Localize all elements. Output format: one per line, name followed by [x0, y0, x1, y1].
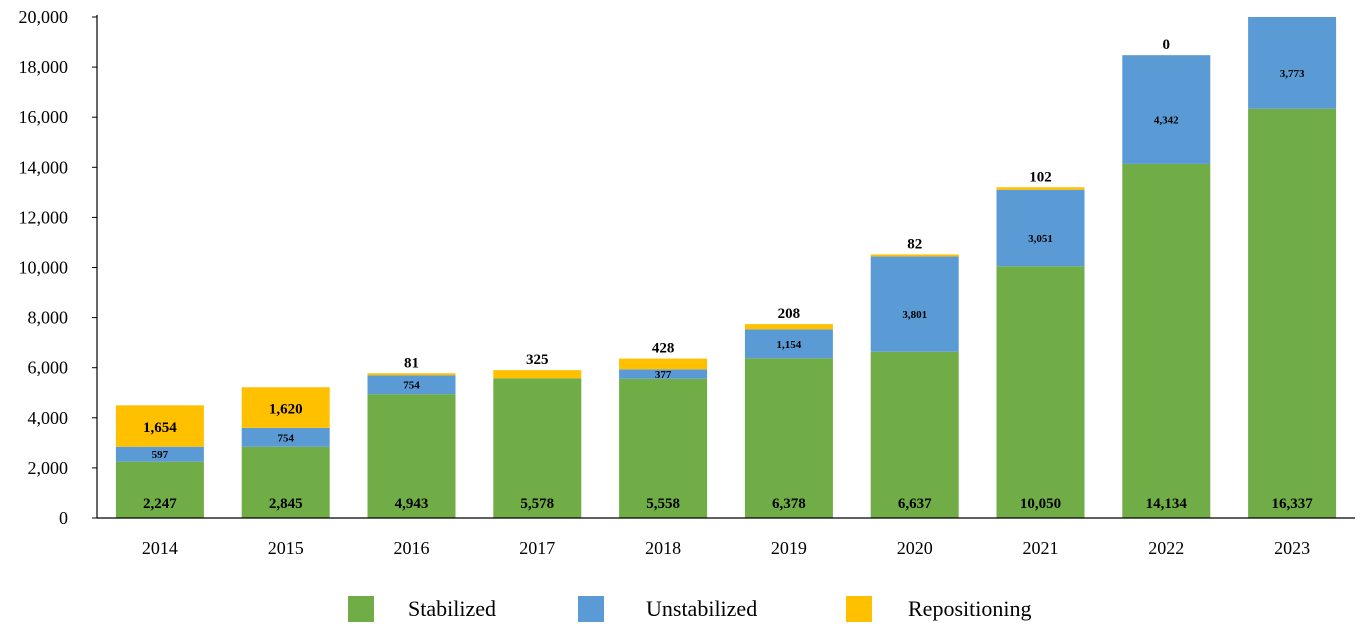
x-tick-label: 2015 — [268, 538, 304, 558]
bar-stabilized-2017 — [493, 378, 582, 518]
data-label-repositioning-2021: 102 — [1029, 169, 1052, 185]
legend-swatch-repositioning — [846, 596, 872, 622]
bar-unstabilized-2020 — [870, 256, 959, 352]
x-tick-label: 2019 — [771, 538, 807, 558]
x-tick-label: 2022 — [1148, 538, 1184, 558]
bar-stabilized-2022 — [1122, 163, 1211, 518]
bar-unstabilized-2018 — [619, 369, 708, 379]
bar-unstabilized-2022 — [1122, 55, 1211, 164]
bar-stabilized-2016 — [367, 394, 456, 518]
y-tick-label: 12,000 — [19, 207, 69, 227]
data-label-repositioning-2014: 1,654 — [143, 420, 177, 436]
axes-layer: 0 2,000 4,000 6,000 8,000 10,000 12,000 14,000 1… — [19, 7, 1355, 558]
bars-layer — [115, 17, 1337, 518]
data-label-stabilized-2017: 5,578 — [520, 496, 554, 512]
data-label-unstabilized-2020: 3,801 — [902, 309, 927, 321]
data-label-stabilized-2020: 6,637 — [898, 496, 932, 512]
x-tick-label: 2016 — [394, 538, 430, 558]
bar-unstabilized-2015 — [241, 427, 330, 447]
bar-stabilized-2014 — [115, 461, 204, 518]
legend-item-repositioning: Repositioning — [846, 596, 1031, 622]
x-tick-label: 2018 — [645, 538, 681, 558]
bar-labels-layer: 2,247 597 1,654 2,845 754 1,620 4,943 754 81 5,57… — [143, 37, 1313, 512]
data-label-unstabilized-2023: 3,773 — [1280, 68, 1305, 80]
bar-unstabilized-2016 — [367, 375, 456, 395]
data-label-stabilized-2015: 2,845 — [269, 496, 303, 512]
data-label-unstabilized-2021: 3,051 — [1028, 233, 1053, 245]
bar-repositioning-2021 — [996, 187, 1085, 190]
data-label-repositioning-2018: 428 — [652, 341, 675, 357]
data-label-stabilized-2023: 16,337 — [1271, 496, 1313, 512]
y-tick-label: 0 — [59, 508, 68, 528]
y-tick-label: 16,000 — [19, 107, 69, 127]
bar-repositioning-2016 — [367, 373, 456, 376]
bar-stabilized-2015 — [241, 446, 330, 518]
legend-label-stabilized: Stabilized — [408, 596, 496, 621]
data-label-unstabilized-2016: 754 — [403, 380, 420, 392]
y-tick-label: 18,000 — [19, 57, 69, 77]
data-label-unstabilized-2018: 377 — [655, 369, 672, 381]
data-label-stabilized-2018: 5,558 — [646, 496, 680, 512]
data-label-stabilized-2022: 14,134 — [1146, 496, 1188, 512]
data-label-repositioning-2015: 1,620 — [269, 402, 303, 418]
legend-item-unstabilized: Unstabilized — [578, 596, 757, 622]
legend-label-unstabilized: Unstabilized — [646, 596, 757, 621]
data-label-unstabilized-2014: 597 — [152, 449, 169, 461]
data-label-repositioning-2016: 81 — [404, 355, 419, 371]
legend-label-repositioning: Repositioning — [908, 596, 1031, 621]
bar-stabilized-2021 — [996, 266, 1085, 518]
x-tick-label: 2014 — [142, 538, 178, 558]
y-tick-label: 6,000 — [28, 358, 69, 378]
y-tick-label: 20,000 — [19, 7, 69, 27]
bar-repositioning-2015 — [241, 387, 330, 428]
x-tick-label: 2017 — [519, 538, 555, 558]
data-label-stabilized-2016: 4,943 — [395, 496, 429, 512]
bar-stabilized-2020 — [870, 351, 959, 518]
data-label-stabilized-2021: 10,050 — [1020, 496, 1061, 512]
bar-repositioning-2019 — [744, 324, 833, 330]
legend-swatch-stabilized — [348, 596, 374, 622]
bar-repositioning-2020 — [870, 254, 959, 257]
bar-stabilized-2019 — [744, 358, 833, 518]
bar-repositioning-2018 — [619, 358, 708, 370]
y-tick-label: 8,000 — [28, 308, 69, 328]
bar-repositioning-2017 — [493, 370, 582, 379]
y-tick-label: 14,000 — [19, 157, 69, 177]
x-tick-label: 2021 — [1023, 538, 1059, 558]
data-label-repositioning-2017: 325 — [526, 352, 549, 368]
bar-unstabilized-2019 — [744, 329, 833, 359]
data-label-repositioning-2022: 0 — [1163, 37, 1171, 53]
y-tick-label: 2,000 — [28, 458, 69, 478]
data-label-repositioning-2020: 82 — [907, 236, 922, 252]
bar-stabilized-2023 — [1248, 108, 1337, 518]
bar-unstabilized-2021 — [996, 189, 1085, 267]
data-label-unstabilized-2019: 1,154 — [777, 339, 802, 351]
bar-stabilized-2018 — [619, 378, 708, 518]
x-tick-label: 2020 — [897, 538, 933, 558]
data-label-stabilized-2014: 2,247 — [143, 496, 177, 512]
legend: Stabilized Unstabilized Repositioning — [348, 596, 1031, 622]
y-tick-label: 4,000 — [28, 408, 69, 428]
data-label-unstabilized-2022: 4,342 — [1154, 115, 1179, 127]
data-label-repositioning-2019: 208 — [778, 306, 801, 322]
bar-repositioning-2014 — [115, 405, 204, 447]
bar-unstabilized-2014 — [115, 446, 204, 462]
data-label-unstabilized-2015: 754 — [277, 432, 294, 444]
legend-item-stabilized: Stabilized — [348, 596, 496, 622]
x-tick-label: 2023 — [1274, 538, 1310, 558]
y-tick-label: 10,000 — [19, 258, 69, 278]
data-label-stabilized-2019: 6,378 — [772, 496, 806, 512]
bar-unstabilized-2023 — [1248, 17, 1337, 109]
legend-swatch-unstabilized — [578, 596, 604, 622]
